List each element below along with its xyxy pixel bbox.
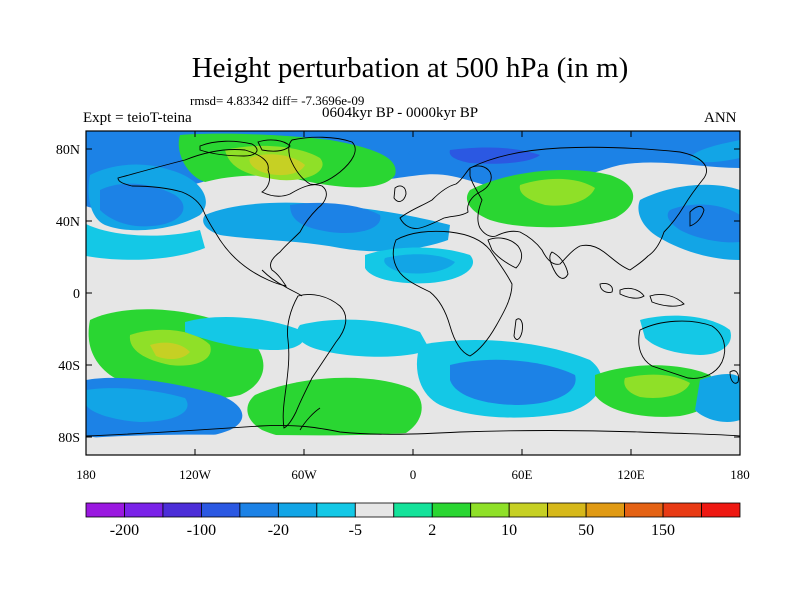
coast-japan (689, 205, 705, 227)
lon-tick-label: 120E (617, 467, 645, 482)
coastlines (86, 136, 740, 437)
colorbar-swatch (393, 502, 433, 518)
colorbar-swatch (239, 502, 279, 518)
colorbar-swatch (354, 502, 395, 518)
satl-positive (247, 377, 422, 444)
lon-tick-label: 60E (512, 467, 533, 482)
stats-line: rmsd= 4.83342 diff= -7.3696e-09 (190, 93, 365, 108)
coast-europe (399, 165, 492, 229)
period-label: 0604kyr BP - 0000kyr BP (322, 105, 479, 121)
anomaly-field (86, 131, 740, 455)
latitude-ticks: 80N 40N 0 40S 80S (56, 143, 740, 446)
tropical-atl-core (384, 254, 455, 274)
spac-east-negative (185, 316, 304, 350)
colorbar-swatch (162, 502, 202, 518)
figure-title: Height perturbation at 500 hPa (in m) (191, 52, 629, 84)
siberia-core (449, 147, 540, 164)
greenland-peak (249, 154, 305, 176)
colorbar: -200 -100 -20 -5 2 10 50 150 (85, 502, 741, 539)
colorbar-swatch (431, 502, 472, 518)
colorbar-label: 10 (501, 522, 517, 539)
colorbar-swatch (585, 502, 625, 518)
coast-asia (469, 146, 707, 271)
lon-tick-label: 180 (730, 467, 750, 482)
coast-arabia-india (487, 237, 569, 279)
lon-tick-label: 120W (179, 467, 212, 482)
nwpac-edge (690, 140, 740, 163)
colorbar-swatch (201, 502, 241, 518)
colorbar-swatch (316, 502, 356, 518)
experiment-label: Expt = teioT-teina (83, 110, 192, 126)
coast-greenland (288, 136, 356, 185)
lon-tick-label: 180 (76, 467, 96, 482)
season-label: ANN (704, 110, 737, 126)
wpac-core (667, 204, 740, 243)
coast-antarctica (86, 425, 740, 437)
colorbar-swatch (85, 502, 125, 518)
longitude-ticks: 180 120W 60W 0 60E 120E 180 (76, 131, 750, 482)
coast-africa (392, 230, 513, 357)
colorbar-label: 150 (651, 522, 675, 539)
lon-tick-label: 60W (291, 467, 317, 482)
se-pac-negative (695, 374, 740, 422)
tasman-negative (640, 315, 731, 355)
coast-new-zealand (729, 370, 739, 384)
coast-antarctic-peninsula (299, 407, 321, 431)
colorbar-swatch (662, 502, 702, 518)
colorbar-label: -20 (268, 522, 289, 539)
lat-tick-label: 80N (56, 143, 80, 158)
spac-peak (150, 342, 190, 360)
npac-core (100, 183, 184, 227)
colorbar-label: -5 (349, 522, 362, 539)
colorbar-swatch (470, 502, 510, 518)
coast-australia (638, 320, 726, 379)
colorbar-swatch (124, 502, 164, 518)
aus-south-core (624, 374, 690, 398)
coast-madagascar (513, 318, 523, 340)
npac-southern-edge (86, 224, 205, 260)
ross-core (86, 388, 188, 422)
lat-tick-label: 40S (58, 359, 80, 374)
coast-north-america (117, 149, 327, 287)
colorbar-swatch (277, 502, 318, 518)
coast-uk (393, 185, 407, 202)
colorbar-swatch (701, 502, 741, 518)
indian-south-core (450, 359, 576, 405)
lat-tick-label: 80S (58, 431, 80, 446)
colorbar-swatch (508, 502, 549, 518)
lat-tick-label: 0 (73, 287, 80, 302)
antarctic-neutral (86, 427, 740, 455)
asia-core (519, 178, 595, 206)
natl-core (290, 202, 381, 234)
colorbar-label: -200 (110, 522, 139, 539)
colorbar-label: 50 (578, 522, 594, 539)
colorbar-swatch (624, 502, 664, 518)
coast-central-america (261, 269, 303, 297)
coast-south-america (282, 294, 347, 429)
colorbar-label: 2 (428, 522, 436, 539)
coast-se-asia-islands (599, 283, 685, 307)
lon-tick-label: 0 (410, 467, 417, 482)
colorbar-swatch (547, 502, 587, 518)
colorbar-label: -100 (187, 522, 216, 539)
coast-arctic-islands (199, 139, 291, 157)
lat-tick-label: 40N (56, 215, 80, 230)
sam-south-negative (296, 319, 430, 357)
